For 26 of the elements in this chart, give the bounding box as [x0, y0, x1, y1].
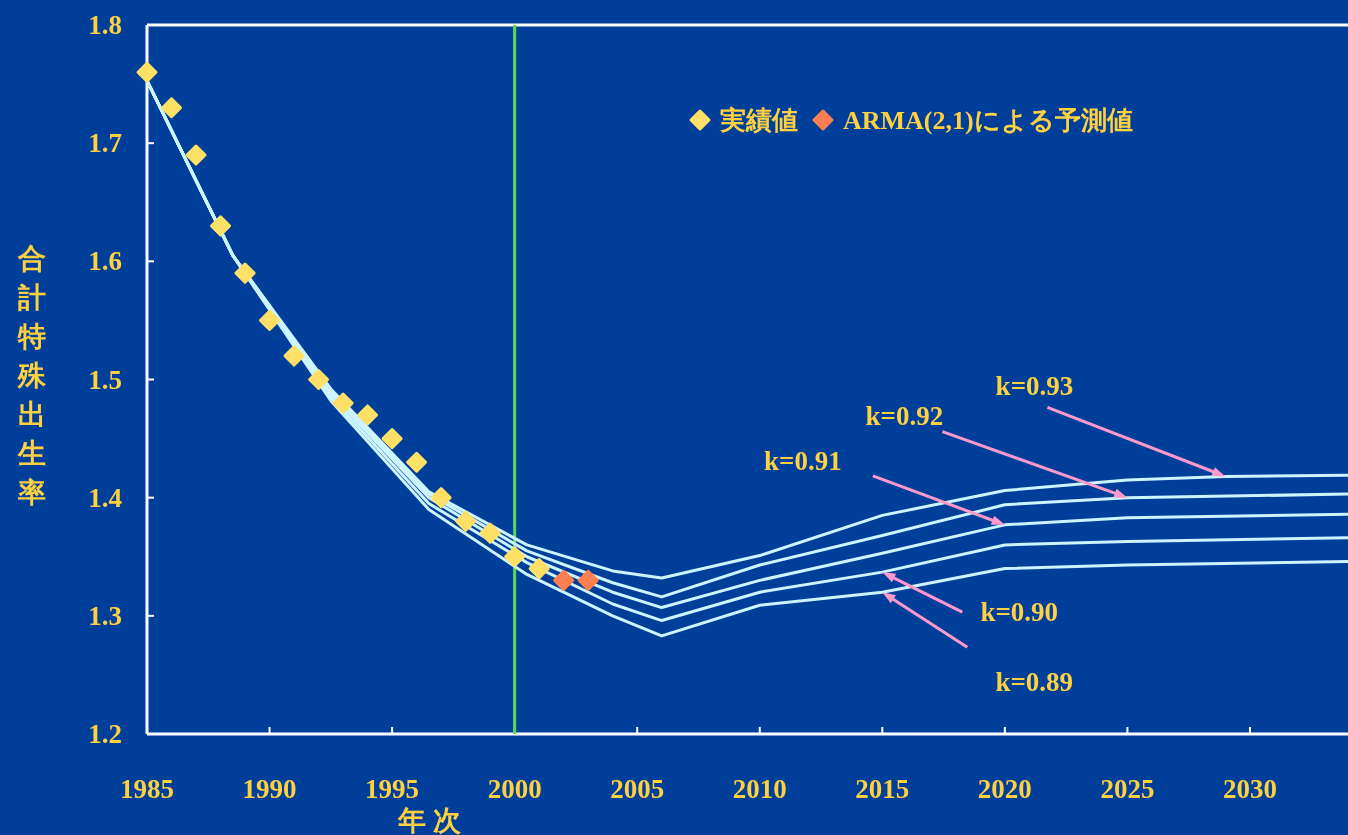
- y-tick-label: 1.3: [88, 600, 122, 631]
- annotation: k=0.91: [764, 445, 842, 476]
- annotation: k=0.92: [865, 400, 944, 431]
- annotation: k=0.93: [995, 371, 1074, 402]
- x-tick-label: 2030: [1222, 774, 1277, 804]
- y-tick-label: 1.6: [88, 246, 122, 277]
- y-tick-label: 1.7: [88, 128, 122, 159]
- y-tick-label: 1.4: [88, 482, 122, 513]
- y-tick-label: 1.8: [88, 10, 122, 40]
- x-tick-label: 2010: [732, 774, 787, 804]
- x-tick-label: 1990: [242, 774, 297, 804]
- x-tick-label: 2005: [610, 774, 665, 804]
- annotation: k=0.90: [980, 597, 1059, 628]
- y-tick-label: 1.2: [88, 719, 122, 749]
- y-axis-title: 合計特殊出生率: [17, 243, 47, 508]
- y-tick-label: 1.5: [88, 364, 122, 395]
- x-tick-label: 2015: [855, 774, 910, 804]
- legend-label: ARMA(2,1)による予測値: [843, 106, 1133, 135]
- x-axis-title: 年 次: [396, 805, 462, 835]
- legend-label: 実績値: [719, 106, 798, 135]
- x-tick-label: 1995: [365, 774, 420, 804]
- x-tick-label: 1985: [120, 774, 174, 804]
- annotation: k=0.89: [995, 667, 1074, 698]
- x-tick-label: 2000: [487, 774, 542, 804]
- x-tick-label: 2020: [977, 774, 1032, 804]
- x-tick-label: 2025: [1100, 774, 1155, 804]
